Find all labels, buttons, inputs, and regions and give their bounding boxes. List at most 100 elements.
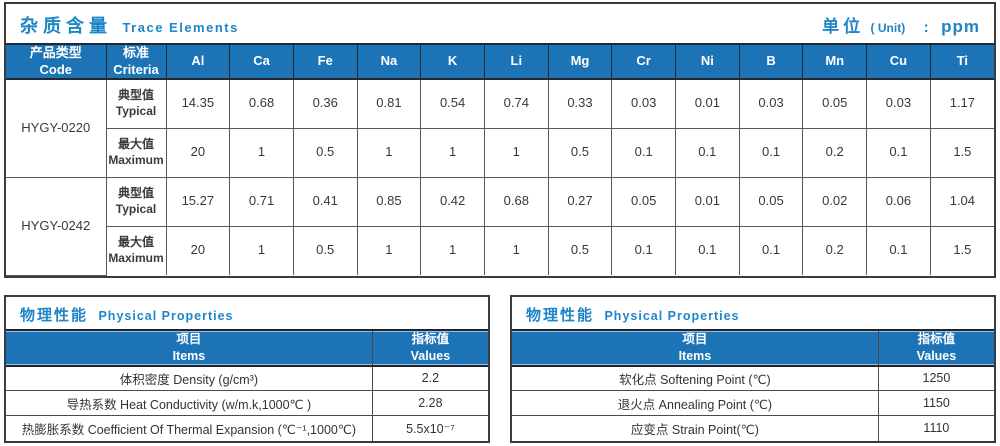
element-value-cell: 0.68 [483,176,549,227]
element-value-cell: 20 [165,225,231,275]
criteria-column-header: 标准 Criteria [105,43,167,80]
element-value-cell: 0.05 [738,176,804,227]
element-value-cell: 0.68 [229,78,294,129]
unit-label: 单位 ( Unit) : ppm [822,12,980,37]
unit-label-en: ( Unit) [870,21,906,35]
element-value-cell: 1 [420,225,485,275]
element-value-cell: 0.01 [675,78,740,129]
element-value-cell: 0.54 [420,78,485,129]
element-value-cell: 0.05 [802,78,868,129]
element-value-cell: 0.33 [547,78,613,129]
criteria-cell: 最大值 Maximum [106,127,167,178]
element-column-header: Mn [802,43,868,80]
element-column-header: Cr [611,43,676,80]
property-item-cell: 软化点 Softening Point (℃) [512,365,879,391]
element-column-header: Al [165,43,231,80]
element-column-header: Na [356,43,422,80]
element-value-cell: 0.41 [292,176,358,227]
element-value-cell: 0.1 [611,225,676,275]
element-column-header: Li [483,43,549,80]
element-value-cell: 0.03 [866,78,931,129]
physical-data-row: 导热系数 Heat Conductivity (w/m.k,1000℃ ) 2.2… [6,390,488,416]
element-value-cell: 0.81 [356,78,422,129]
property-value-cell: 2.28 [371,390,488,416]
element-column-header: B [738,43,804,80]
property-value-cell: 1150 [877,390,994,416]
items-column-header: 项目 Items [512,328,879,367]
element-value-cell: 15.27 [165,176,231,227]
unit-value: ppm [941,17,980,36]
unit-colon: : [923,19,929,36]
element-value-cell: 1 [356,127,422,178]
property-item-cell: 导热系数 Heat Conductivity (w/m.k,1000℃ ) [6,390,373,416]
element-value-cell: 0.1 [866,225,931,275]
items-column-header: 项目 Items [6,328,373,367]
trace-title: 杂质含量 Trace Elements [20,12,239,38]
element-value-cell: 1 [229,127,294,178]
element-value-cell: 0.01 [675,176,740,227]
trace-elements-table: 产品类型 Code 标准 Criteria Al Ca Fe Na K Li Mg Cr Ni B Mn Cu… [6,43,994,276]
element-column-header: Fe [292,43,358,80]
element-value-cell: 0.1 [738,225,804,275]
trace-title-row: 杂质含量 Trace Elements 单位 ( Unit) : ppm [6,4,994,43]
trace-data-row: HYGY-0242 典型值 Typical 15.27 0.71 0.41 0.85 0.42… [6,176,994,276]
element-value-cell: 20 [165,127,231,178]
element-value-cell: 0.42 [420,176,485,227]
element-value-cell: 1.5 [929,127,994,178]
element-value-cell: 0.1 [611,127,676,178]
element-value-cell: 1 [229,225,294,275]
physical-table-right: 项目 Items 指标值 Values 软化点 Softening Point (℃) 1… [512,328,994,441]
property-item-cell: 退火点 Annealing Point (℃) [512,390,879,416]
trace-data-row: HYGY-0220 典型值 Typical 14.35 0.68 0.36 0.81 0.54… [6,78,994,178]
property-item-cell: 体积密度 Density (g/cm³) [6,365,373,391]
physical-left-title: 物理性能 Physical Properties [6,297,488,329]
element-value-cell: 0.5 [547,127,613,178]
property-item-cell: 热膨胀系数 Coefficient Of Thermal Expansion (… [6,415,373,441]
trace-title-zh: 杂质含量 [20,16,112,36]
element-value-cell: 1.04 [929,176,994,227]
criteria-cell: 典型值 Typical [105,176,167,227]
element-value-cell: 0.06 [866,176,931,227]
trace-data-row: 最大值 Maximum 20 1 0.5 1 1 1 0.5 0.1 0.1 0.1 0.2 0.1 1.5 [6,225,994,275]
physical-header-row: 项目 Items 指标值 Values [6,328,488,367]
element-value-cell: 0.5 [292,127,358,178]
element-value-cell: 1.5 [929,225,994,275]
physical-properties-section: 物理性能 Physical Properties 项目 Items 指标值 Value… [4,294,996,443]
element-column-header: Ni [675,43,740,80]
element-value-cell: 1 [483,127,549,178]
element-value-cell: 0.05 [611,176,676,227]
physical-right-title-en: Physical Properties [604,308,740,323]
physical-data-row: 软化点 Softening Point (℃) 1250 [512,365,994,391]
element-value-cell: 0.1 [866,127,931,178]
element-value-cell: 1.17 [929,78,994,129]
trace-title-en: Trace Elements [122,20,239,35]
criteria-cell: 典型值 Typical [105,78,167,129]
element-value-cell: 1 [356,225,422,275]
element-value-cell: 0.85 [356,176,422,227]
values-column-header: 指标值 Values [371,328,488,367]
element-value-cell: 0.03 [738,78,804,129]
physical-data-row: 体积密度 Density (g/cm³) 2.2 [6,365,488,391]
code-column-header: 产品类型 Code [6,43,107,80]
physical-panel-right: 物理性能 Physical Properties 项目 Items 指标值 Value… [510,294,996,443]
element-column-header: Cu [866,43,931,80]
physical-left-title-en: Physical Properties [98,308,234,323]
product-code-cell: HYGY-0220 [6,78,107,178]
element-value-cell: 0.74 [483,78,549,129]
product-code-cell: HYGY-0242 [6,176,107,276]
element-column-header: K [420,43,485,80]
criteria-cell: 最大值 Maximum [106,225,167,275]
element-value-cell: 0.1 [675,127,740,178]
element-value-cell: 0.1 [675,225,740,275]
physical-right-title-zh: 物理性能 [526,306,595,324]
element-value-cell: 0.2 [802,127,868,178]
element-value-cell: 0.71 [229,176,294,227]
element-value-cell: 0.5 [547,225,613,275]
element-value-cell: 14.35 [165,78,231,129]
trace-data-row: 最大值 Maximum 20 1 0.5 1 1 1 0.5 0.1 0.1 0.1 0.2 0.1 1.5 [6,127,994,178]
element-column-header: Mg [547,43,613,80]
element-value-cell: 0.02 [802,176,868,227]
element-value-cell: 0.36 [292,78,358,129]
unit-label-zh: 单位 [822,17,865,36]
